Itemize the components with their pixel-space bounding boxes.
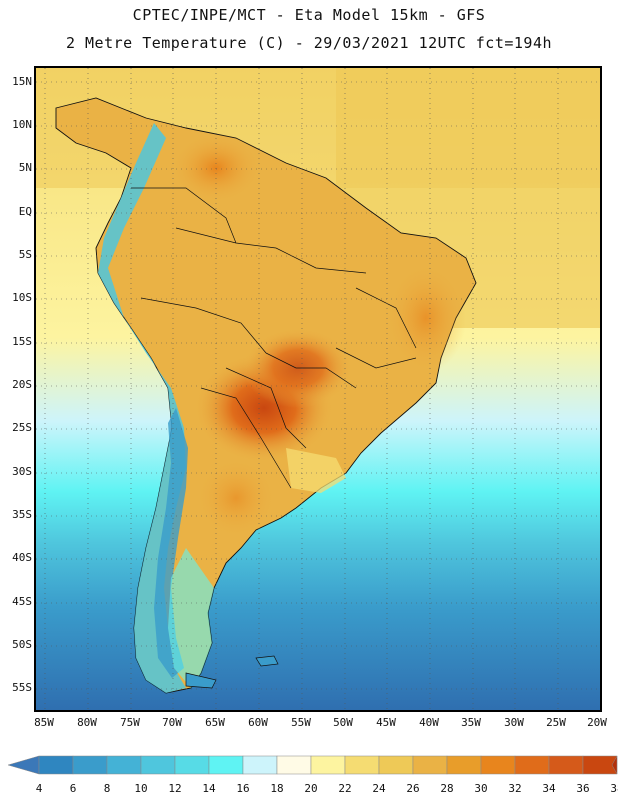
legend-arrow-low (7, 755, 40, 775)
legend-tick-label: 32 (508, 782, 522, 795)
lat-label-10s: 10S (12, 291, 32, 304)
color-legend (7, 755, 618, 775)
legend-tick-label: 34 (542, 782, 556, 795)
lat-label-40s: 40S (12, 551, 32, 564)
legend-tick-label: 28 (440, 782, 454, 795)
andes-cold-core (154, 408, 188, 678)
lon-label-25w: 25W (546, 716, 566, 729)
legend-color-cell (412, 755, 448, 775)
legend-color-cell (548, 755, 584, 775)
lat-label-25s: 25S (12, 421, 32, 434)
warm-core-northeast (386, 263, 466, 373)
legend-color-cell (446, 755, 482, 775)
legend-tick-label: 12 (168, 782, 182, 795)
legend-tick-label: 10 (134, 782, 148, 795)
lat-label-15n: 15N (12, 75, 32, 88)
legend-tick-label: 38 (610, 782, 618, 795)
country-borders (131, 187, 417, 489)
legend-arrow-high (611, 755, 618, 775)
lat-label-45s: 45S (12, 595, 32, 608)
lon-label-35w: 35W (461, 716, 481, 729)
lon-label-55w: 55W (291, 716, 311, 729)
legend-color-cell (106, 755, 142, 775)
lat-label-eq: EQ (18, 205, 32, 218)
lat-label-50s: 50S (12, 638, 32, 651)
legend-tick-label: 30 (474, 782, 488, 795)
lat-label-10n: 10N (12, 118, 32, 131)
lon-label-85w: 85W (34, 716, 54, 729)
lat-label-5n: 5N (18, 161, 32, 174)
legend-color-cell (480, 755, 516, 775)
legend-tick-label: 4 (35, 782, 43, 795)
legend-color-cell (38, 755, 74, 775)
lat-label-30s: 30S (12, 465, 32, 478)
lon-label-30w: 30W (504, 716, 524, 729)
legend-color-cell (72, 755, 108, 775)
lon-label-65w: 65W (205, 716, 225, 729)
legend-color-cell (378, 755, 414, 775)
patagonia-cool-area (168, 548, 214, 688)
legend-tick-label: 14 (202, 782, 216, 795)
lon-label-60w: 60W (248, 716, 268, 729)
legend-color-cell (310, 755, 346, 775)
tierra-del-fuego (185, 672, 217, 689)
legend-color-cell (276, 755, 312, 775)
legend-tick-label: 36 (576, 782, 590, 795)
lon-label-75w: 75W (120, 716, 140, 729)
map-canvas (36, 68, 600, 710)
uruguay-mild-area (286, 448, 346, 493)
lat-label-35s: 35S (12, 508, 32, 521)
legend-tick-label: 16 (236, 782, 250, 795)
legend-color-cell (514, 755, 550, 775)
lon-label-40w: 40W (419, 716, 439, 729)
map-title-line1: CPTEC/INPE/MCT - Eta Model 15km - GFS (132, 6, 486, 24)
legend-tick-label: 8 (103, 782, 111, 795)
legend-color-cell (344, 755, 380, 775)
lon-label-20w: 20W (587, 716, 607, 729)
lat-label-15s: 15S (12, 335, 32, 348)
legend-tick-label: 6 (69, 782, 77, 795)
lat-label-55s: 55S (12, 681, 32, 694)
lon-label-45w: 45W (376, 716, 396, 729)
legend-color-cell (208, 755, 244, 775)
warm-core-argentina (196, 458, 276, 538)
graticule (36, 68, 600, 710)
lat-label-20s: 20S (12, 378, 32, 391)
legend-tick-label: 22 (338, 782, 352, 795)
lon-label-70w: 70W (162, 716, 182, 729)
legend-color-cell (242, 755, 278, 775)
legend-tick-label: 20 (304, 782, 318, 795)
lat-label-5s: 5S (18, 248, 32, 261)
lon-label-80w: 80W (77, 716, 97, 729)
legend-tick-label: 24 (372, 782, 386, 795)
legend-tick-label: 18 (270, 782, 284, 795)
legend-color-cell (140, 755, 176, 775)
legend-tick-label: 26 (406, 782, 420, 795)
temperature-map (34, 66, 602, 712)
map-title-line2: 2 Metre Temperature (C) - 29/03/2021 12U… (65, 34, 553, 52)
legend-color-cell (174, 755, 210, 775)
falkland-islands (255, 655, 279, 667)
lon-label-50w: 50W (333, 716, 353, 729)
